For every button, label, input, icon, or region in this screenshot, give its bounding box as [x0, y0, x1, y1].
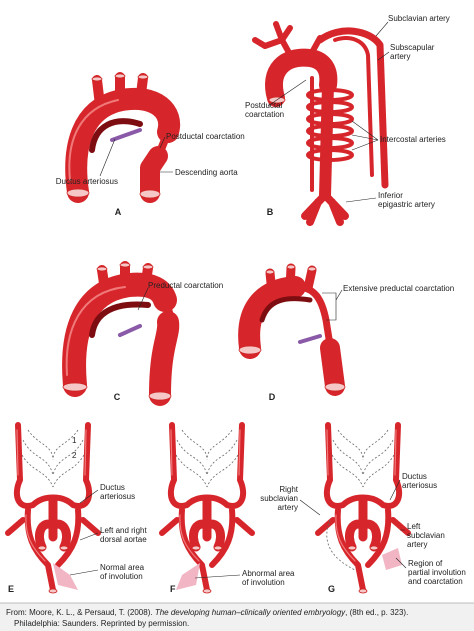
label: 2: [72, 451, 77, 460]
source-suffix: , (8th ed., p. 323).: [345, 608, 408, 617]
label: subclavian: [260, 494, 298, 503]
label: Subscapular: [390, 43, 435, 52]
panel-d: Extensive preductal coarctation D: [238, 263, 454, 402]
label: Left: [407, 522, 421, 531]
label: Descending aorta: [175, 168, 238, 177]
label: Preductal coarctation: [148, 281, 223, 290]
footer: From: Moore, K. L., & Persaud, T. (2008)…: [0, 602, 474, 631]
label: Ductus: [100, 483, 125, 492]
label: partial involution: [408, 568, 466, 577]
panel-c: Preductal coarctation C: [62, 261, 223, 406]
label: Right: [279, 485, 298, 494]
book-title: The developing human–clinically oriented…: [155, 608, 346, 617]
source-line: From: Moore, K. L., & Persaud, T. (2008)…: [6, 608, 408, 617]
label: Ductus arteriosus: [56, 177, 118, 186]
panel-letter: C: [114, 392, 121, 402]
panel-letter: D: [269, 392, 276, 402]
label: subclavian: [407, 531, 445, 540]
label: of involution: [242, 578, 285, 587]
panel-f: Abnormal area of involution F: [162, 425, 295, 594]
panel-letter: F: [170, 584, 176, 594]
label: Region of: [408, 559, 443, 568]
panel-g: Ductus arteriosus Right subclavian arter…: [260, 425, 466, 594]
label: Left and right: [100, 526, 147, 535]
label: arteriosus: [100, 492, 135, 501]
source-line2: Philadelphia: Saunders. Reprinted by per…: [14, 619, 189, 628]
label: arteriosus: [402, 481, 437, 490]
label: artery: [278, 503, 298, 512]
panel-letter: B: [267, 207, 274, 217]
panel-letter: A: [115, 207, 122, 217]
label: Subclavian artery: [388, 14, 450, 23]
label: Postductal: [245, 101, 283, 110]
label: Inferior: [378, 191, 403, 200]
label: and coarctation: [408, 577, 463, 586]
label: Abnormal area: [242, 569, 295, 578]
label: Postductal coarctation: [166, 132, 245, 141]
panel-a: Postductal coarctation Ductus arteriosus…: [56, 72, 245, 217]
label: Extensive preductal coarctation: [343, 284, 454, 293]
label: Ductus: [402, 472, 427, 481]
label: 1: [72, 436, 77, 445]
panel-letter: G: [328, 584, 335, 594]
source-prefix: From: Moore, K. L., & Persaud, T. (2008)…: [6, 608, 155, 617]
label: artery: [407, 540, 427, 549]
label: coarctation: [245, 110, 284, 119]
label: dorsal aortae: [100, 535, 147, 544]
label: epigastric artery: [378, 200, 435, 209]
label: Intercostal arteries: [380, 135, 446, 144]
label: of involution: [100, 572, 143, 581]
panel-b: Subclavian artery Subscapular artery Pos…: [245, 14, 450, 226]
panel-e: 1 2 Ductus arteriosus Left and right dor…: [8, 425, 147, 594]
panel-letter: E: [8, 584, 14, 594]
label: Normal area: [100, 563, 145, 572]
label: artery: [390, 52, 410, 61]
